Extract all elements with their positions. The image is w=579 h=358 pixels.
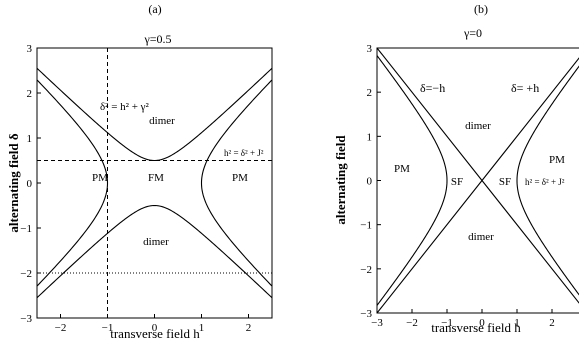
panel-b-x-ticks: −3 −2 −1 0 1 2 — [371, 309, 555, 329]
panel-a-region-dimer-top: dimer — [149, 115, 175, 127]
panel-a-y-tick-label: 2 — [27, 88, 33, 100]
panel-a-curve-label-dimer: δ² = h² + γ² — [100, 101, 150, 113]
panel-a-y-tick-label: −1 — [20, 223, 32, 235]
panel-a-region-fm: FM — [148, 172, 164, 184]
panel-a-x-tick-label: 0 — [152, 322, 158, 334]
panel-b-label: (b) — [474, 2, 488, 16]
panel-b-title: γ=0 — [463, 26, 482, 40]
panel-b-x-tick-label: 0 — [479, 317, 485, 329]
panel-b-y-tick-label: 1 — [367, 131, 373, 143]
panel-b-y-tick-label: −2 — [360, 264, 372, 276]
panel-a-dimer-boundary-upper — [37, 67, 272, 162]
panel-b-y-tick-label: −3 — [360, 308, 372, 320]
panel-b-curve-label-minus-h: δ=−h — [420, 81, 445, 95]
panel-b-region-sf-left: SF — [451, 176, 463, 188]
panel-b-pm-boundary-right — [516, 65, 579, 296]
panel-a-x-tick-label: 1 — [199, 322, 205, 334]
panel-b-y-axis-label: alternating field — [333, 135, 348, 225]
panel-b-x-tick-label: −2 — [406, 317, 418, 329]
panel-a-label: (a) — [148, 2, 161, 16]
panel-a-y-tick-label: 0 — [27, 178, 33, 190]
panel-b-x-tick-label: 2 — [549, 317, 555, 329]
panel-a-y-tick-label: 1 — [27, 133, 33, 145]
panel-b-x-axis-label: transverse field h — [431, 320, 521, 335]
panel-b-region-sf-right: SF — [499, 176, 511, 188]
panel-b-region-pm-left: PM — [394, 163, 410, 175]
panel-a-dimer-boundary-lower — [37, 204, 272, 299]
panel-a-y-tick-label: −3 — [20, 313, 32, 325]
panel-b-line-delta-plus-h — [377, 57, 579, 313]
panel-b-x-tick-label: −1 — [441, 317, 453, 329]
panel-a-x-tick-label: 2 — [246, 322, 252, 334]
panel-a-region-pm-left: PM — [92, 172, 108, 184]
panel-a-region-pm-right: PM — [232, 172, 248, 184]
panel-b-y-tick-label: 0 — [367, 176, 373, 188]
panel-a-y-tick-label: 3 — [27, 43, 33, 55]
panel-b-y-tick-label: 2 — [367, 87, 373, 99]
panel-b-y-tick-label: −1 — [360, 220, 372, 232]
panel-b-x-tick-label: −3 — [371, 317, 383, 329]
panel-a-x-tick-label: −2 — [55, 322, 67, 334]
panel-a-x-ticks: −2 −1 0 1 2 — [55, 314, 252, 334]
panel-a-x-axis-label: transverse field h — [110, 326, 200, 341]
panel-b-y-ticks: 3 2 1 0 −1 −2 −3 — [360, 43, 381, 320]
panel-b-region-pm-right: PM — [549, 154, 565, 166]
panel-a-pm-boundary-right — [200, 79, 272, 287]
panel-a-y-tick-label: −2 — [20, 268, 32, 280]
panel-b-curve-label-plus-h: δ= +h — [511, 81, 539, 95]
panel-a-region-dimer-bottom: dimer — [143, 236, 169, 248]
panel-b-curve-label-pm: h² = δ² + J² — [525, 177, 565, 187]
panel-b-y-tick-label: 3 — [367, 43, 373, 55]
panel-a-y-axis-label: alternating field δ — [6, 133, 21, 232]
panel-a-y-ticks: 3 2 1 0 −1 −2 −3 — [20, 43, 41, 325]
panel-a-curve-label-pm: h² = δ² + J² — [224, 148, 264, 158]
panel-a-x-tick-label: −1 — [102, 322, 114, 334]
panel-a: (a) γ=0.5 −2 −1 0 1 2 3 2 1 0 −1 −2 −3 PM FM PM di… — [6, 2, 273, 341]
panel-a-title: γ=0.5 — [143, 32, 171, 46]
panel-b-x-tick-label: 1 — [514, 317, 520, 329]
panel-b-region-dimer-top: dimer — [465, 120, 491, 132]
panel-b-pm-boundary-left — [377, 54, 448, 307]
panel-b-region-dimer-bottom: dimer — [468, 231, 494, 243]
panel-b: (b) γ=0 −3 −2 −1 0 1 2 3 2 1 0 −1 −2 −3 PM SF SF PM… — [333, 2, 579, 335]
